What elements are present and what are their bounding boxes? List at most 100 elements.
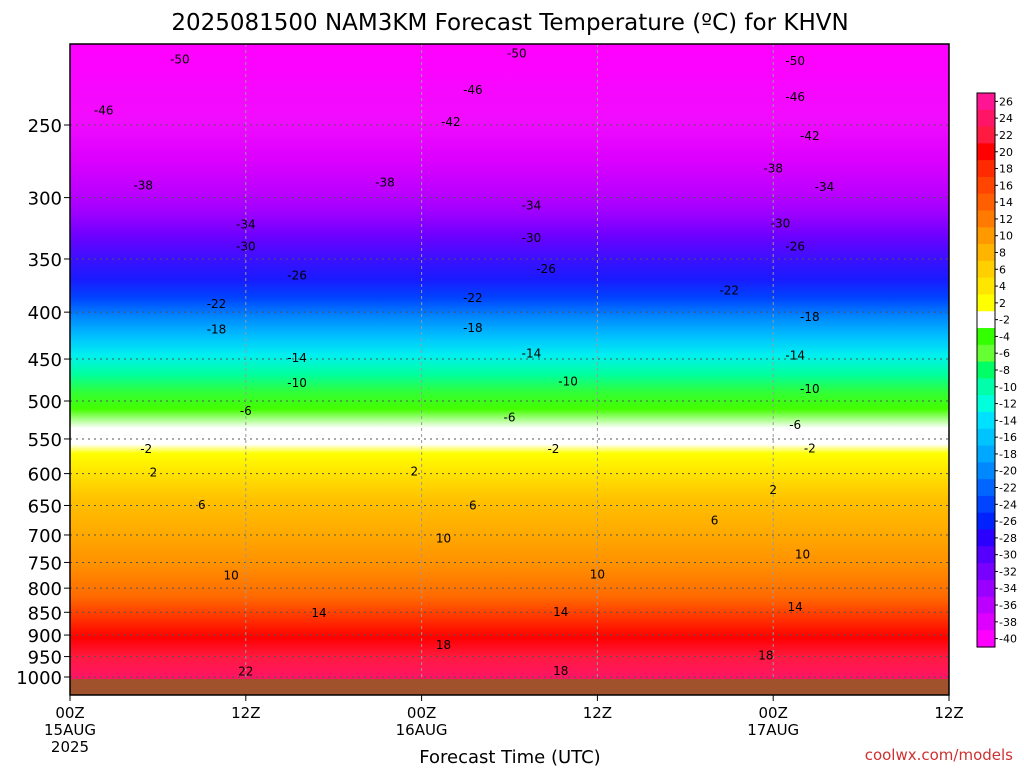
colorbar-label: -34 [999, 582, 1017, 595]
contour-label: 2 [410, 465, 418, 479]
colorbar-label: -16 [999, 431, 1017, 444]
y-tick-label: 750 [28, 553, 62, 574]
colorbar-swatch [977, 495, 995, 514]
contour-label: -22 [719, 284, 739, 298]
contour-labels: -50 -50 -50 -46 -46 -46 -42 -42 -38 -38 -38 -34 -34 -… [94, 47, 834, 679]
y-tick-label: 450 [28, 350, 62, 371]
contour-label: 6 [469, 498, 477, 512]
colorbar-swatch [977, 428, 995, 447]
colorbar-swatch [977, 479, 995, 497]
contour-label: -6 [789, 418, 801, 432]
contour-label: -46 [94, 103, 114, 117]
contour-label: -2 [804, 441, 816, 455]
colorbar-label: -38 [999, 616, 1017, 629]
chart-title: 2025081500 NAM3KM Forecast Temperature (… [171, 10, 848, 36]
contour-label: 10 [795, 547, 810, 561]
colorbar-label: -18 [999, 448, 1017, 461]
colorbar-label: 14 [999, 196, 1013, 209]
contour-label: 2 [150, 465, 158, 479]
colorbar-swatch [977, 109, 995, 128]
colorbar-frame [976, 92, 996, 648]
y-tick-label: 850 [28, 603, 62, 624]
x-tick-label: 00Z [55, 704, 84, 722]
contour-label: -46 [785, 90, 805, 104]
colorbar-label: -24 [999, 498, 1017, 511]
contour-label: -18 [463, 321, 483, 335]
colorbar-label: -8 [999, 364, 1010, 377]
y-tick-label: 350 [28, 250, 62, 271]
colorbar-swatch [977, 260, 995, 279]
x-tick-label: 00Z [759, 704, 788, 722]
contour-label: -22 [207, 297, 227, 311]
colorbar-label: 26 [999, 95, 1013, 108]
colorbar-swatch [977, 546, 995, 564]
contour-label: 6 [198, 498, 206, 512]
colorbar-label: -32 [999, 565, 1017, 578]
colorbar-swatch [977, 613, 995, 631]
colorbar-swatch [977, 596, 995, 615]
contour-label: -42 [800, 129, 820, 143]
colorbar-swatch [977, 210, 995, 228]
contour-label: 18 [553, 664, 568, 678]
colorbar-label: 16 [999, 179, 1013, 192]
colorbar-label: -26 [999, 515, 1017, 528]
y-tick-label: 300 [28, 189, 62, 210]
contour-label: -34 [236, 218, 256, 232]
colorbar-label: 4 [999, 280, 1006, 293]
colorbar-swatch [977, 462, 995, 480]
contour-label: -10 [800, 382, 820, 396]
colorbar-swatch [977, 395, 995, 413]
y-tick-label: 500 [28, 392, 62, 413]
y-tick-label: 650 [28, 496, 62, 517]
colorbar-swatch [977, 143, 995, 161]
y-tick-label: 900 [28, 626, 62, 647]
colorbar-swatch [977, 294, 995, 312]
contour-label: 2 [769, 483, 777, 497]
colorbar-swatch [977, 411, 995, 430]
colorbar-swatch [977, 176, 995, 195]
colorbar-swatch [977, 529, 995, 547]
credit-text: coolwx.com/models [865, 746, 1013, 764]
x-tick-label: 16AUG [396, 721, 448, 739]
plot-frame [69, 43, 950, 696]
contour-label: 14 [553, 605, 568, 619]
contour-label: 14 [311, 606, 326, 620]
y-tick-label: 600 [28, 465, 62, 486]
contour-label: -10 [287, 376, 307, 390]
colorbar-swatch [977, 328, 995, 346]
colorbar-label: -22 [999, 482, 1017, 495]
contour-label: 10 [436, 531, 451, 545]
contour-label: -30 [522, 231, 542, 245]
colorbar-swatch [977, 563, 995, 581]
y-axis-ticks: 2503003504004505005506006507007508008509… [16, 116, 70, 689]
colorbar-swatch [977, 378, 995, 396]
contour-label: -38 [375, 176, 395, 190]
contour-label: -14 [287, 351, 307, 365]
contour-label: -42 [441, 115, 461, 129]
colorbar-swatch [977, 361, 995, 379]
colorbar-label: 8 [999, 246, 1006, 259]
y-tick-label: 250 [28, 116, 62, 137]
colorbar-label: 18 [999, 163, 1013, 176]
contour-label: 18 [758, 648, 773, 662]
contour-label: -6 [240, 404, 252, 418]
colorbar-swatch [977, 512, 995, 531]
colorbar-label: 24 [999, 112, 1013, 125]
colorbar-swatch [977, 579, 995, 598]
colorbar: 26 24 22 20 18 16 14 12 10 8 6 4 2 -2 -4 -6 -8 -10 -12 -14 -… [976, 92, 1017, 648]
contour-label: -18 [207, 323, 227, 337]
colorbar-swatch [977, 311, 995, 329]
contour-label: -6 [504, 410, 516, 424]
colorbar-swatch [977, 277, 995, 296]
colorbar-label: -4 [999, 330, 1010, 343]
contour-label: 10 [590, 567, 605, 581]
contour-label: -14 [522, 347, 542, 361]
x-tick-label: 17AUG [747, 721, 799, 739]
colorbar-label: -40 [999, 633, 1017, 646]
contour-label: -22 [463, 291, 483, 305]
colorbar-label: -28 [999, 532, 1017, 545]
x-tick-label: 2025 [51, 738, 89, 756]
y-tick-label: 950 [28, 648, 62, 669]
